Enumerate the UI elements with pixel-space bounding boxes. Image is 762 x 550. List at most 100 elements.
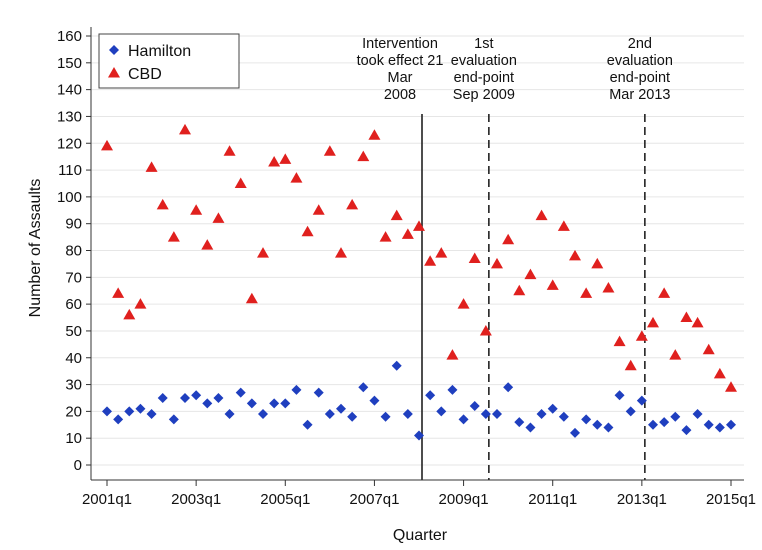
hamilton-point (336, 403, 346, 414)
cbd-point (134, 298, 147, 309)
cbd-point (647, 316, 659, 328)
y-axis-title: Number of Assaults (27, 179, 44, 318)
hamilton-point (414, 430, 424, 441)
event-label-3-line-2: evaluation (607, 53, 673, 69)
y-tick-label: 10 (65, 430, 82, 447)
hamilton-point (280, 398, 291, 409)
y-tick-label: 140 (57, 82, 82, 99)
cbd-point (613, 335, 626, 347)
hamilton-point (558, 411, 569, 422)
x-tick-label: 2011q1 (528, 491, 577, 508)
hamilton-point (213, 392, 224, 403)
hamilton-point (425, 390, 436, 401)
event-label-2-line-3: end-point (454, 70, 514, 86)
cbd-point (190, 204, 203, 215)
data-points (101, 123, 737, 441)
hamilton-point (636, 395, 647, 406)
hamilton-point (492, 409, 502, 420)
cbd-point (580, 287, 593, 298)
y-tick-label: 90 (65, 216, 82, 233)
cbd-point (323, 145, 336, 156)
cbd-point (479, 324, 492, 336)
cbd-point (257, 247, 269, 258)
cbd-point (635, 330, 648, 341)
hamilton-point (503, 382, 514, 393)
cbd-point (212, 212, 225, 223)
cbd-point (658, 287, 671, 298)
cbd-point (713, 367, 726, 379)
cbd-point (502, 233, 515, 245)
y-tick-label: 50 (65, 323, 82, 340)
cbd-point (279, 153, 292, 164)
hamilton-point (659, 417, 670, 428)
y-tick-label: 130 (57, 108, 82, 125)
hamilton-point (380, 411, 391, 422)
event-label-2-line-1: 1st (474, 36, 493, 52)
cbd-point (234, 177, 247, 188)
cbd-point (669, 349, 682, 360)
x-axis-title: Quarter (393, 527, 448, 544)
cbd-point (145, 161, 158, 172)
x-tick-label: 2001q1 (82, 491, 132, 508)
y-tick-label: 70 (65, 269, 82, 286)
x-tick-label: 2009q1 (439, 491, 489, 508)
cbd-point (691, 316, 704, 328)
hamilton-point (447, 384, 458, 395)
cbd-point (413, 220, 425, 231)
hamilton-point (402, 409, 413, 420)
hamilton-point (324, 409, 335, 420)
cbd-point (390, 209, 403, 221)
hamilton-point (581, 414, 592, 425)
hamilton-point (224, 409, 235, 420)
cbd-point (435, 247, 448, 258)
hamilton-point (246, 398, 257, 409)
hamilton-point (592, 419, 603, 430)
hamilton-point (603, 422, 614, 433)
hamilton-point (291, 384, 302, 395)
hamilton-point (625, 406, 636, 417)
hamilton-point (469, 401, 480, 412)
y-tick-label: 100 (57, 189, 82, 206)
event-label-1-line-2: took effect 21 (357, 53, 444, 69)
hamilton-point (313, 387, 324, 398)
cbd-point (312, 204, 325, 215)
cbd-point (167, 231, 180, 242)
cbd-point (702, 343, 715, 355)
hamilton-point (124, 406, 135, 417)
legend: Hamilton CBD (98, 33, 240, 89)
y-tick-label: 0 (74, 457, 82, 474)
hamilton-point (480, 409, 491, 420)
hamilton-point (258, 409, 268, 420)
cbd-point (379, 231, 392, 242)
hamilton-point (670, 411, 681, 422)
hamilton-point (347, 411, 358, 422)
hamilton-point (113, 414, 124, 425)
legend-cbd-label: CBD (128, 66, 162, 83)
y-tick-label: 110 (58, 162, 82, 179)
legend-hamilton-label: Hamilton (128, 43, 191, 60)
cbd-point (268, 156, 281, 167)
hamilton-point (391, 360, 402, 371)
hamilton-point (726, 419, 736, 430)
hamilton-point (547, 403, 558, 414)
hamilton-point (235, 387, 246, 398)
hamilton-point (692, 409, 703, 420)
hamilton-point (525, 422, 536, 433)
y-tick-label: 80 (65, 243, 82, 260)
event-label-2-line-2: evaluation (451, 53, 517, 69)
hamilton-point (180, 392, 190, 403)
x-tick-label: 2003q1 (171, 491, 221, 508)
hamilton-point (648, 419, 658, 430)
cbd-point (335, 247, 347, 258)
cbd-point (591, 257, 604, 269)
cbd-point (290, 172, 303, 183)
hamilton-point (458, 414, 469, 425)
cbd-point (123, 308, 136, 320)
x-tick-label: 2005q1 (260, 491, 310, 508)
cbd-point (101, 139, 113, 151)
hamilton-point (681, 425, 692, 436)
axes: 0 10 20 30 40 50 60 70 80 90 100 110 120 130 140 150 160… (57, 27, 756, 508)
cbd-point (557, 220, 570, 231)
